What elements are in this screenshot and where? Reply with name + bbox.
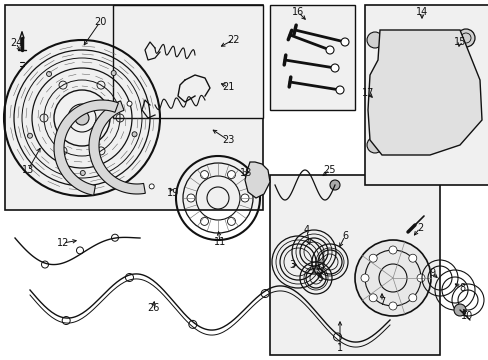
- Circle shape: [456, 29, 474, 47]
- Circle shape: [111, 234, 118, 241]
- Text: 19: 19: [166, 188, 179, 198]
- Bar: [5, 5, 263, 210]
- Text: 12: 12: [57, 238, 69, 248]
- Circle shape: [375, 88, 383, 96]
- Text: 25: 25: [323, 165, 336, 175]
- Circle shape: [200, 171, 208, 179]
- Text: 1: 1: [336, 343, 343, 353]
- Text: 18: 18: [240, 168, 252, 178]
- Circle shape: [416, 274, 424, 282]
- Circle shape: [200, 217, 208, 225]
- Circle shape: [241, 194, 248, 202]
- Circle shape: [227, 217, 235, 225]
- Circle shape: [360, 274, 368, 282]
- Text: 26: 26: [146, 303, 159, 313]
- Text: 4: 4: [304, 225, 309, 235]
- Text: 15: 15: [453, 37, 465, 47]
- Text: 3: 3: [288, 260, 294, 270]
- Circle shape: [325, 46, 333, 54]
- Text: 21: 21: [222, 82, 234, 92]
- Bar: [113, 5, 263, 118]
- Circle shape: [340, 38, 348, 46]
- Text: 10: 10: [460, 311, 472, 321]
- Circle shape: [354, 240, 430, 316]
- Circle shape: [366, 32, 382, 48]
- Text: 16: 16: [291, 7, 304, 17]
- Circle shape: [335, 86, 343, 94]
- Circle shape: [186, 194, 195, 202]
- Circle shape: [408, 134, 416, 142]
- Text: 8: 8: [458, 283, 464, 293]
- Text: 20: 20: [94, 17, 106, 27]
- Circle shape: [368, 294, 376, 302]
- Circle shape: [260, 178, 267, 186]
- Polygon shape: [89, 101, 145, 194]
- Circle shape: [149, 184, 154, 189]
- Polygon shape: [54, 100, 118, 195]
- Circle shape: [408, 78, 416, 86]
- Circle shape: [41, 261, 48, 268]
- Text: 11: 11: [213, 237, 225, 247]
- Text: 24: 24: [10, 38, 22, 48]
- Circle shape: [125, 274, 133, 282]
- Text: 17: 17: [361, 88, 373, 98]
- Circle shape: [366, 137, 382, 153]
- Circle shape: [388, 302, 396, 310]
- Circle shape: [261, 289, 268, 297]
- Circle shape: [453, 304, 465, 316]
- Circle shape: [387, 73, 431, 117]
- Circle shape: [329, 180, 339, 190]
- Ellipse shape: [373, 96, 402, 144]
- Text: 9: 9: [428, 268, 434, 278]
- Polygon shape: [244, 162, 269, 198]
- Circle shape: [111, 71, 116, 76]
- Circle shape: [46, 72, 51, 76]
- Circle shape: [330, 64, 338, 72]
- Circle shape: [388, 246, 396, 254]
- Circle shape: [80, 171, 85, 175]
- Bar: [269, 175, 439, 355]
- Circle shape: [93, 155, 98, 159]
- Circle shape: [132, 132, 137, 137]
- Circle shape: [375, 144, 383, 152]
- Text: 6: 6: [341, 231, 347, 241]
- Circle shape: [62, 316, 70, 324]
- Bar: [269, 5, 354, 110]
- Text: 23: 23: [222, 135, 234, 145]
- Polygon shape: [367, 30, 481, 155]
- Circle shape: [368, 254, 376, 262]
- Text: 2: 2: [416, 223, 422, 233]
- Circle shape: [188, 320, 196, 328]
- Ellipse shape: [392, 90, 418, 134]
- Circle shape: [98, 120, 103, 125]
- Text: 13: 13: [22, 165, 34, 175]
- Circle shape: [227, 171, 235, 179]
- Text: 7: 7: [378, 297, 385, 307]
- Text: 14: 14: [415, 7, 427, 17]
- Text: 22: 22: [226, 35, 239, 45]
- Circle shape: [247, 174, 256, 182]
- Text: 5: 5: [316, 273, 323, 283]
- Bar: [364, 5, 488, 185]
- Circle shape: [408, 294, 416, 302]
- Circle shape: [333, 333, 341, 341]
- Circle shape: [127, 101, 132, 106]
- Circle shape: [76, 247, 83, 254]
- Circle shape: [27, 133, 32, 138]
- Circle shape: [424, 68, 464, 108]
- Circle shape: [75, 111, 89, 125]
- Circle shape: [408, 254, 416, 262]
- Circle shape: [114, 182, 120, 186]
